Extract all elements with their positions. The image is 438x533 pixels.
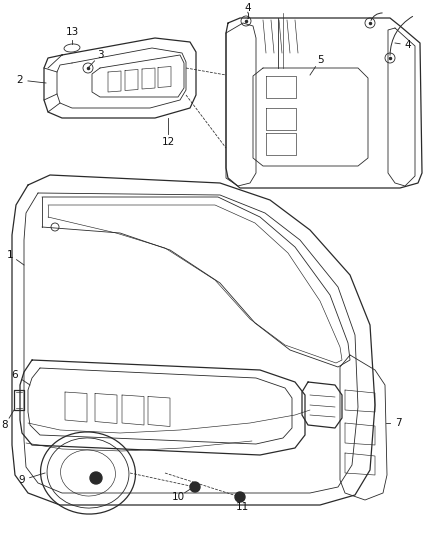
Circle shape [235,492,245,502]
Text: 1: 1 [7,250,13,260]
Text: 2: 2 [17,75,23,85]
Circle shape [90,472,102,484]
Text: 8: 8 [2,420,8,430]
Text: 10: 10 [171,492,184,502]
Text: 9: 9 [19,475,25,485]
Circle shape [190,482,200,492]
Text: 11: 11 [235,502,249,512]
Text: 13: 13 [65,27,79,37]
Text: 5: 5 [317,55,323,65]
Text: 3: 3 [97,50,103,60]
Text: 6: 6 [12,370,18,380]
Text: 4: 4 [405,40,411,50]
Text: 12: 12 [161,137,175,147]
Text: 4: 4 [245,3,251,13]
Text: 7: 7 [395,418,401,428]
